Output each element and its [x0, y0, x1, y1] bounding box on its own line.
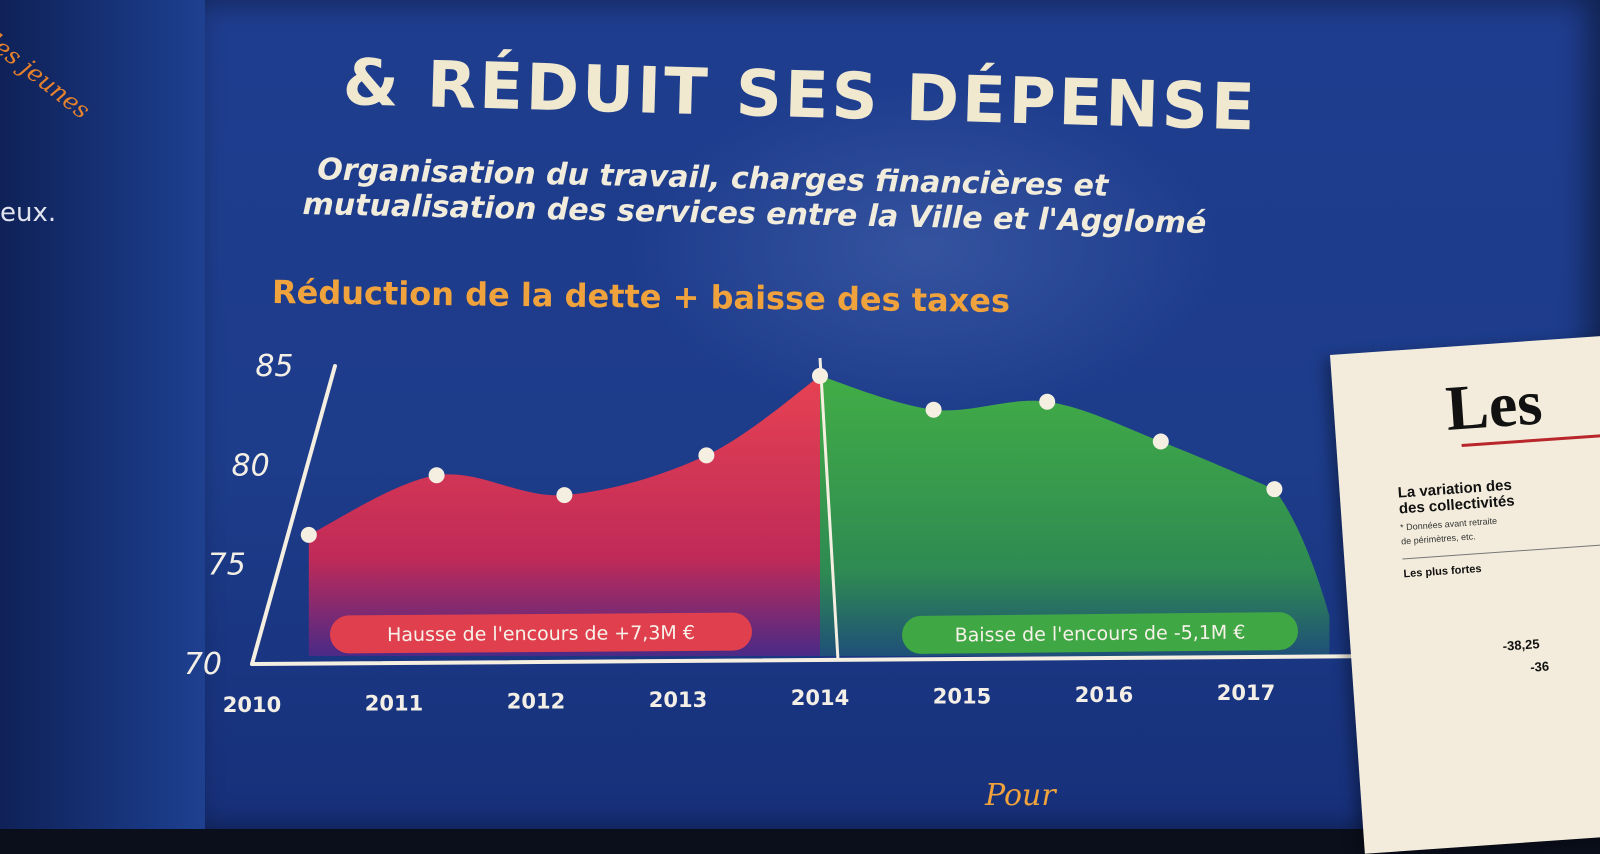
newspaper-note-1: * Données avant retraite [1399, 515, 1498, 533]
x-tick-label-2013: 2013 [649, 688, 707, 712]
x-tick-label-2014: 2014 [791, 686, 849, 710]
y-axis-line [250, 364, 337, 666]
newspaper-clipping: Les La variation des des collectivités *… [1330, 334, 1600, 854]
newspaper-subhead: Les plus fortes [1403, 562, 1482, 581]
x-tick-label-2017: 2017 [1217, 681, 1275, 705]
newspaper-note-2: de périmètres, etc. [1400, 531, 1476, 547]
data-point-5 [925, 401, 942, 418]
data-point-4 [812, 367, 828, 384]
left-page-snippet-2: eux. [0, 198, 57, 228]
rise-label-pill-text: Hausse de l'encours de +7,3M € [387, 622, 695, 646]
split-divider-line [818, 357, 840, 661]
series-area-fall [820, 375, 1330, 656]
newspaper-divider [1402, 541, 1600, 560]
x-tick-label-2010: 2010 [223, 693, 281, 717]
rise-label-pill: Hausse de l'encours de +7,3M € [330, 612, 752, 654]
bottom-caption: Pour [985, 778, 1056, 813]
x-tick-label-2016: 2016 [1075, 683, 1133, 707]
data-point-8 [1266, 481, 1283, 498]
fall-label-pill-text: Baisse de l'encours de -5,1M € [955, 621, 1246, 646]
x-tick-label-2015: 2015 [933, 685, 991, 709]
fall-label-pill-bg [902, 612, 1298, 654]
y-tick-label-70: 70 [184, 647, 222, 682]
debt-area-chart: 70 75 80 85 2010 2011 2012 2013 2014 2015 2016 2017… [184, 349, 1417, 717]
x-tick-label-2011: 2011 [365, 691, 423, 715]
y-tick-label-75: 75 [208, 548, 246, 583]
newspaper-value-1: -38,25 [1502, 636, 1541, 654]
data-point-1 [428, 467, 445, 484]
data-point-2 [556, 487, 573, 504]
data-point-3 [698, 447, 715, 464]
x-tick-label-2012: 2012 [507, 690, 565, 714]
data-point-7 [1152, 433, 1169, 450]
data-point-0 [300, 526, 317, 543]
newspaper-value-2: -36 [1529, 658, 1550, 675]
y-tick-label-85: 85 [255, 349, 293, 384]
rise-label-pill-bg [330, 612, 752, 654]
y-tick-label-80: 80 [232, 448, 270, 483]
series-area-rise [308, 375, 820, 656]
data-point-6 [1039, 393, 1056, 410]
x-axis-line [250, 654, 1390, 666]
fall-label-pill: Baisse de l'encours de -5,1M € [902, 612, 1298, 654]
newspaper-title: Les [1443, 366, 1545, 444]
